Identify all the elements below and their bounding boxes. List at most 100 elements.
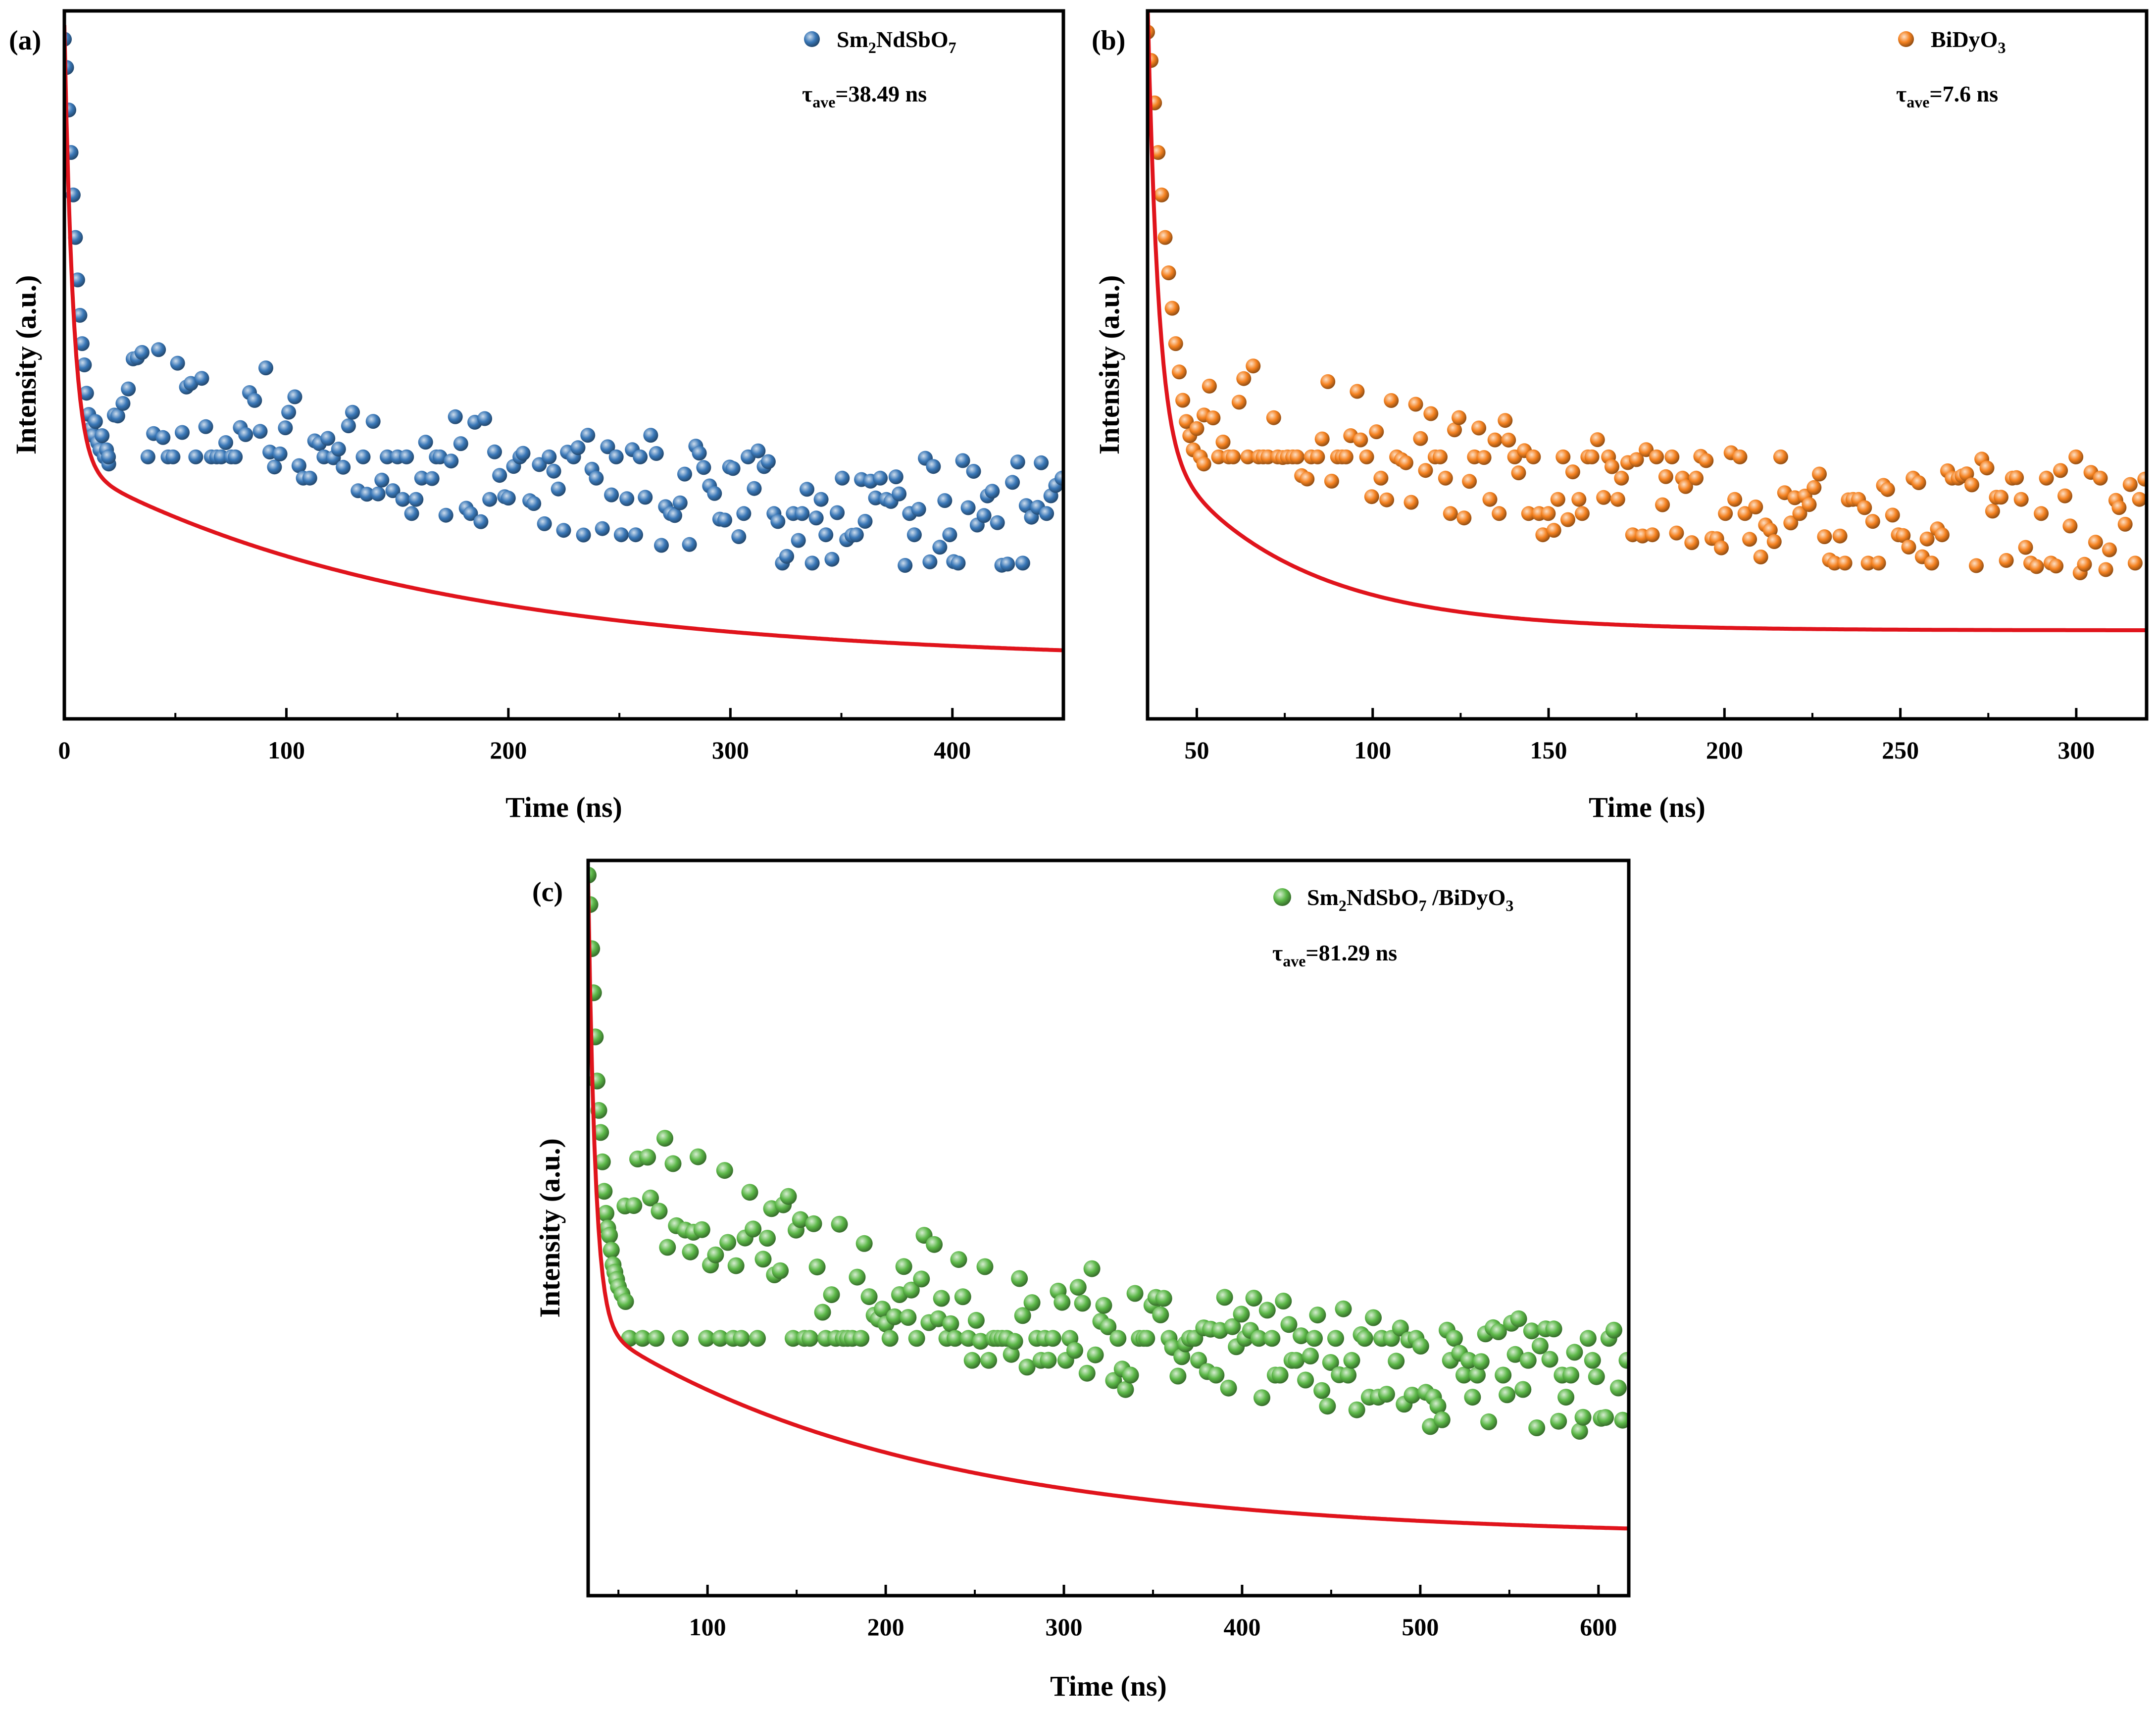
data-point <box>2122 477 2138 492</box>
data-point <box>648 1330 665 1347</box>
data-point <box>1154 187 1169 202</box>
data-point <box>1109 1330 1127 1347</box>
data-point <box>874 1301 891 1318</box>
data-point <box>1365 1309 1382 1326</box>
data-point <box>1901 540 1916 554</box>
data-point <box>1605 1321 1622 1339</box>
data-point <box>1860 555 1876 571</box>
data-point <box>690 1148 706 1165</box>
data-point <box>1202 378 1217 394</box>
data-point <box>1196 456 1211 472</box>
data-point <box>95 428 110 443</box>
data-point <box>1588 1368 1605 1385</box>
data-point <box>1175 393 1191 408</box>
data-point <box>1519 1352 1537 1369</box>
data-point <box>1429 1398 1447 1414</box>
data-point <box>639 1149 656 1166</box>
data-point <box>1011 1270 1028 1287</box>
data-point <box>395 492 410 507</box>
data-point <box>1151 145 1166 160</box>
data-point <box>1310 449 1325 464</box>
data-point <box>754 1251 772 1268</box>
data-point <box>1521 506 1536 521</box>
data-point <box>1959 466 1974 482</box>
data-point <box>617 1293 634 1310</box>
data-point <box>1350 384 1365 399</box>
data-point <box>492 468 507 483</box>
data-point <box>1236 371 1252 386</box>
data-point <box>1172 364 1187 380</box>
data-point <box>823 1286 840 1304</box>
data-point <box>1614 1411 1629 1429</box>
data-point <box>1531 1337 1549 1355</box>
data-point <box>2057 488 2072 503</box>
data-point <box>1126 1285 1144 1302</box>
data-point <box>238 427 253 442</box>
data-point <box>1023 1294 1041 1311</box>
data-point <box>302 470 317 486</box>
data-point <box>1550 1412 1567 1430</box>
data-point <box>501 491 516 506</box>
data-point <box>760 454 776 469</box>
data-point <box>1742 532 1757 547</box>
data-point <box>1865 514 1880 529</box>
x-tick-label: 0 <box>58 736 71 764</box>
data-point <box>258 360 273 376</box>
data-point <box>1664 449 1680 464</box>
data-point <box>628 527 643 543</box>
data-point <box>1319 1398 1336 1415</box>
data-point <box>903 1281 920 1299</box>
data-point <box>808 510 824 526</box>
data-point <box>696 460 711 475</box>
data-point <box>954 1288 971 1306</box>
data-point <box>1506 1346 1524 1363</box>
data-point <box>515 446 531 461</box>
data-point <box>1579 1330 1597 1347</box>
data-point <box>1584 449 1600 464</box>
plot-frame <box>586 858 1631 1598</box>
data-point <box>1499 1386 1516 1404</box>
data-point <box>1571 492 1587 507</box>
data-point <box>1353 432 1368 448</box>
data-point <box>937 493 953 508</box>
data-point <box>976 1258 994 1275</box>
data-point <box>1322 1354 1339 1371</box>
data-point <box>432 449 448 464</box>
data-point <box>1044 1330 1061 1347</box>
data-point <box>1590 432 1605 448</box>
data-points <box>64 32 1063 573</box>
data-point <box>1597 1409 1614 1426</box>
data-point <box>1511 465 1526 481</box>
data-point <box>399 449 414 464</box>
data-point <box>1604 459 1619 474</box>
data-point <box>2111 500 2127 515</box>
data-point <box>1408 397 1423 412</box>
data-point <box>170 355 185 371</box>
data-point <box>1231 395 1247 410</box>
data-point <box>1639 442 1654 457</box>
data-point <box>733 1330 750 1347</box>
data-point <box>651 1203 668 1220</box>
data-point <box>1999 553 2014 568</box>
data-point <box>1979 460 1995 476</box>
data-point <box>649 446 664 461</box>
data-point <box>638 490 653 505</box>
data-point <box>1233 1306 1250 1323</box>
lifetime-annotation: τave=81.29 ns <box>1272 940 1397 970</box>
data-point <box>1018 1359 1036 1376</box>
data-point <box>898 558 913 573</box>
data-point <box>813 492 829 507</box>
data-point <box>1546 523 1561 538</box>
data-point <box>922 554 938 569</box>
data-point <box>74 336 90 352</box>
data-point <box>247 393 262 408</box>
data-point <box>165 449 181 464</box>
data-point <box>682 537 697 552</box>
data-point <box>749 1330 766 1347</box>
data-point <box>1669 525 1684 541</box>
data-point <box>79 386 94 401</box>
data-point <box>672 1330 689 1347</box>
data-point <box>751 443 766 458</box>
data-point <box>926 459 941 474</box>
data-point <box>791 533 806 548</box>
